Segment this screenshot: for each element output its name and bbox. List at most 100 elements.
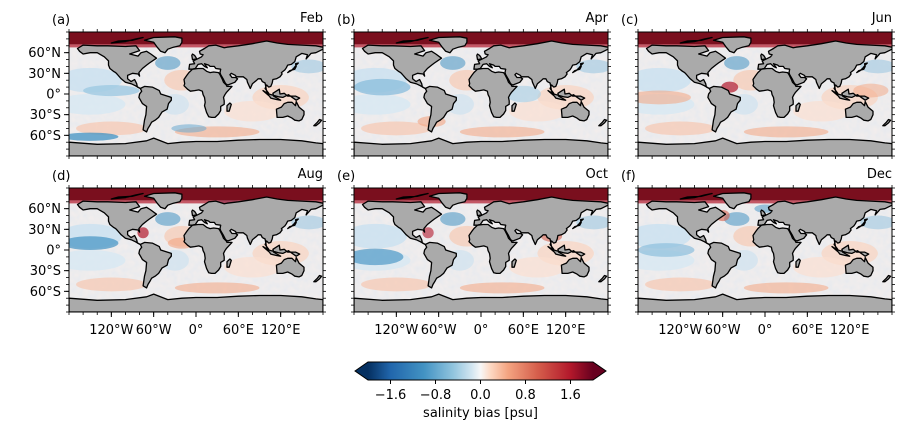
panel-label: (d) xyxy=(52,169,70,184)
bias-patch xyxy=(69,250,126,271)
bias-patch xyxy=(743,126,829,138)
land-eurasia xyxy=(188,40,323,94)
lon-tick-label: 0° xyxy=(758,323,773,338)
land-indonesia xyxy=(831,88,870,101)
lon-tick-label: 60°E xyxy=(792,323,823,338)
land-antarctica xyxy=(69,137,323,156)
bias-patch xyxy=(853,83,889,98)
land-japan xyxy=(287,218,299,230)
land-newzealand xyxy=(882,274,892,283)
lat-tick-label: 60°N xyxy=(28,202,61,217)
land-madagascar xyxy=(795,102,801,112)
land-australia xyxy=(844,256,874,278)
bias-patch xyxy=(743,282,829,294)
land-madagascar xyxy=(511,102,517,112)
land-africa xyxy=(752,67,802,119)
land-indonesia xyxy=(831,244,870,257)
bias-patch xyxy=(440,56,466,70)
bias-patch xyxy=(638,90,691,105)
land-arctic_islands xyxy=(110,36,144,44)
land-indonesia xyxy=(547,88,586,101)
land-britain xyxy=(476,209,483,217)
land-arctic_islands xyxy=(679,36,713,44)
bias-patch xyxy=(576,59,608,74)
colorbar-label: salinity bias [psu] xyxy=(423,406,538,421)
map-panel-f: (f) Dec 120°W 60°W 0° 60°E 120°E xyxy=(621,167,895,338)
arctic-bias-band xyxy=(69,188,323,201)
lon-tick-label: 120°E xyxy=(261,323,301,338)
land-greenland xyxy=(712,192,752,210)
bias-patch xyxy=(354,223,407,249)
land-samerica xyxy=(138,85,172,133)
bias-patch xyxy=(76,277,147,292)
lon-tick-label: 0° xyxy=(189,323,204,338)
land-greenland xyxy=(143,192,183,210)
bias-patch xyxy=(860,59,892,74)
land-britain xyxy=(760,209,767,217)
land-antarctica xyxy=(354,137,608,156)
bias-patch xyxy=(860,215,892,230)
land-namerica xyxy=(361,44,443,90)
bias-patch xyxy=(291,59,323,74)
lat-tick-label: 60°N xyxy=(28,46,61,61)
lat-tick-label: 60°S xyxy=(30,129,61,144)
land-indonesia xyxy=(547,244,586,257)
bias-patch xyxy=(155,212,181,226)
bias-patch xyxy=(69,236,119,250)
lon-tick-label: 120°E xyxy=(830,323,870,338)
land-newzealand xyxy=(598,274,608,283)
panel-label: (c) xyxy=(621,13,638,28)
land-newzealand xyxy=(313,274,323,283)
land-samerica xyxy=(138,241,172,289)
bias-patch xyxy=(69,132,119,141)
land-arctic_islands xyxy=(395,192,429,200)
land-madagascar xyxy=(511,258,517,268)
land-namerica xyxy=(361,200,443,246)
panel-label: (a) xyxy=(52,13,70,28)
land-samerica xyxy=(707,85,741,133)
bias-patch xyxy=(422,227,434,239)
land-eurasia xyxy=(473,196,608,250)
bias-patch xyxy=(645,121,716,136)
land-samerica xyxy=(423,241,457,289)
colorbar-extend-low xyxy=(355,362,368,380)
land-indonesia xyxy=(262,244,301,257)
bias-patch xyxy=(83,85,140,97)
bias-patch xyxy=(638,243,695,257)
bias-patch xyxy=(638,223,691,249)
colorbar-tick-label: −0.8 xyxy=(420,388,452,403)
land-britain xyxy=(476,53,483,61)
land-eurasia xyxy=(473,40,608,94)
lat-tick-label: 60°S xyxy=(30,285,61,300)
lon-tick-label: 120°W xyxy=(374,323,418,338)
bias-patch xyxy=(440,212,466,226)
arctic-bias-band xyxy=(354,32,608,45)
land-greenland xyxy=(712,36,752,54)
colorbar-tick-label: 0.8 xyxy=(515,388,536,403)
land-arctic_islands xyxy=(110,192,144,200)
bias-patch xyxy=(793,256,850,278)
map-panel-a: (a) Feb 60°N 30°N 0° 30°S 60°S xyxy=(28,11,326,159)
land-newzealand xyxy=(313,118,323,127)
land-eurasia xyxy=(188,196,323,250)
map-panel-e: (e) Oct 120°W 60°W 0° 60°E 120°E xyxy=(337,167,611,338)
land-samerica xyxy=(423,85,457,133)
panel-month: Apr xyxy=(586,11,609,26)
map-panel-d: (d) Aug 60°N 30°N 0° 30°S 60°S 120°W 60°W 0° 60°E 1… xyxy=(28,167,326,338)
land-antarctica xyxy=(638,137,892,156)
land-australia xyxy=(560,256,590,278)
bias-patch xyxy=(291,215,323,230)
land-newzealand xyxy=(598,118,608,127)
land-australia xyxy=(844,100,874,122)
bias-patch xyxy=(459,126,545,138)
bias-patch xyxy=(645,277,716,292)
lon-tick-label: 120°E xyxy=(546,323,586,338)
bias-patch xyxy=(724,212,750,226)
colorbar-extend-high xyxy=(593,362,606,380)
bias-patch xyxy=(638,67,691,93)
land-japan xyxy=(856,218,868,230)
land-africa xyxy=(468,223,518,275)
lon-tick-label: 60°E xyxy=(508,323,539,338)
land-britain xyxy=(191,53,198,61)
